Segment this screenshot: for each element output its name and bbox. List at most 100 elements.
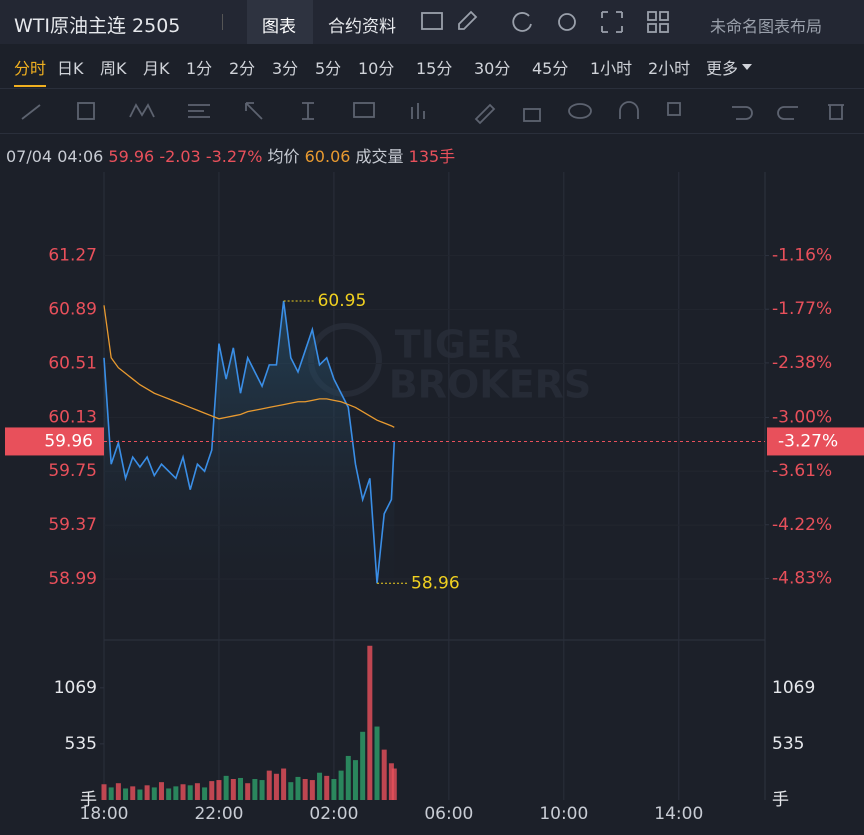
tool-pattern[interactable] bbox=[129, 103, 155, 118]
icon-settings[interactable] bbox=[558, 13, 576, 31]
watermark: TIGER bbox=[395, 323, 521, 367]
volume-bar bbox=[202, 787, 208, 800]
timeframe-bar: 分时 日K 周K 月K 1分 2分 3分 5分 10分 15分 30分 45分 1小时 2小时 更多 bbox=[0, 45, 864, 87]
annotation-label: 60.95 bbox=[318, 291, 367, 311]
tool-text[interactable] bbox=[302, 102, 314, 120]
volume-bar bbox=[108, 787, 114, 800]
divider bbox=[222, 14, 223, 30]
volume-tick-label: 1069 bbox=[54, 678, 97, 698]
icon-chart[interactable] bbox=[421, 12, 443, 30]
volume-bar bbox=[194, 783, 200, 800]
timeframe[interactable]: 45分 bbox=[532, 59, 569, 78]
volume-tick-label: 535 bbox=[772, 734, 804, 754]
timeframe[interactable]: 1小时 bbox=[590, 59, 633, 78]
volume-bar bbox=[123, 788, 129, 800]
y-tick-label: 60.89 bbox=[48, 300, 97, 320]
volume-bar bbox=[187, 785, 193, 800]
last-pct-badge bbox=[767, 427, 864, 456]
y2-tick-label: -3.61% bbox=[772, 461, 832, 481]
volume-bar bbox=[230, 779, 236, 800]
volume-bar bbox=[166, 788, 172, 800]
watermark: BROKERS bbox=[389, 363, 592, 407]
volume-bar bbox=[173, 786, 179, 800]
volume-bar bbox=[309, 780, 315, 800]
tab[interactable]: 合约资料 bbox=[328, 17, 396, 37]
volume-bar bbox=[360, 731, 366, 800]
avg-line bbox=[103, 305, 395, 428]
drawing-toolbar bbox=[0, 88, 864, 134]
volume-bar bbox=[317, 772, 323, 800]
timeframe[interactable]: 3分 bbox=[272, 59, 299, 78]
tool-fib[interactable] bbox=[188, 104, 210, 118]
x-tick-label: 18:00 bbox=[80, 804, 129, 824]
tool-rect[interactable] bbox=[77, 102, 95, 120]
volume-tick-label: 1069 bbox=[772, 678, 815, 698]
timeframe[interactable]: 10分 bbox=[358, 59, 395, 78]
volume-bar bbox=[151, 787, 157, 800]
timeframe[interactable]: 15分 bbox=[416, 59, 453, 78]
timeframe[interactable]: 分时 bbox=[14, 55, 47, 87]
volume-bar bbox=[381, 749, 387, 800]
header: WTI原油主连 2505 图表 合约资料 未命名图表布局 bbox=[0, 0, 864, 44]
tool-line[interactable] bbox=[21, 104, 41, 120]
icon-refresh[interactable] bbox=[512, 12, 532, 32]
x-tick-label: 02:00 bbox=[309, 804, 358, 824]
timeframe[interactable]: 5分 bbox=[315, 59, 342, 78]
volume-bar bbox=[367, 645, 373, 800]
y-tick-label: 61.27 bbox=[48, 246, 97, 266]
info-datetime: 07/04 04:06 bbox=[6, 147, 104, 166]
volume-bar bbox=[374, 726, 380, 800]
tool-arrow[interactable] bbox=[245, 102, 263, 120]
icon-layout[interactable] bbox=[647, 11, 657, 21]
info-price: 59.96 bbox=[108, 147, 155, 166]
y-tick-label: 59.75 bbox=[48, 461, 97, 481]
y2-tick-label: -4.83% bbox=[772, 568, 832, 588]
x-tick-label: 06:00 bbox=[424, 804, 473, 824]
icon-fullscreen[interactable] bbox=[601, 11, 623, 33]
tool-undo[interactable] bbox=[732, 106, 753, 120]
price-line bbox=[103, 300, 396, 584]
volume-bar bbox=[130, 786, 136, 800]
tool-magnet[interactable] bbox=[619, 101, 639, 119]
layout-name[interactable]: 未命名图表布局 bbox=[710, 17, 823, 36]
info-volume: 135手 bbox=[408, 147, 456, 166]
tool-redo[interactable] bbox=[777, 106, 798, 120]
volume-bar bbox=[144, 785, 150, 800]
timeframe[interactable]: 2小时 bbox=[648, 59, 691, 78]
info-avg: 60.06 bbox=[304, 147, 351, 166]
y2-tick-label: -3.00% bbox=[772, 407, 832, 427]
tool-delete[interactable] bbox=[828, 104, 844, 120]
volume-bar bbox=[338, 770, 344, 800]
timeframe[interactable]: 2分 bbox=[229, 59, 256, 78]
timeframe[interactable]: 周K bbox=[100, 59, 127, 78]
volume-bar bbox=[238, 777, 244, 800]
volume-bar bbox=[223, 775, 229, 800]
volume-bar bbox=[259, 780, 265, 800]
timeframe[interactable]: 30分 bbox=[474, 59, 511, 78]
volume-bar bbox=[158, 782, 164, 800]
tool-group[interactable] bbox=[667, 102, 681, 116]
more-caret[interactable] bbox=[741, 63, 753, 71]
tool-note[interactable] bbox=[353, 102, 375, 118]
x-tick-label: 14:00 bbox=[654, 804, 703, 824]
tab[interactable]: 图表 bbox=[262, 17, 296, 37]
tool-eye[interactable] bbox=[568, 103, 592, 119]
y2-tick-label: -1.77% bbox=[772, 299, 832, 319]
volume-tick-label: 535 bbox=[65, 734, 97, 754]
timeframe[interactable]: 月K bbox=[143, 59, 170, 78]
icon-edit[interactable] bbox=[458, 10, 478, 30]
timeframe[interactable]: 1分 bbox=[186, 59, 213, 78]
header-icons bbox=[421, 10, 669, 33]
tool-brush[interactable] bbox=[474, 103, 496, 125]
tool-measure[interactable] bbox=[411, 103, 425, 119]
timeframe[interactable]: 更多 bbox=[706, 59, 739, 78]
tool-lock[interactable] bbox=[523, 108, 541, 122]
volume-bar bbox=[302, 779, 308, 800]
timeframe[interactable]: 日K bbox=[57, 59, 84, 78]
volume-unit: 手 bbox=[80, 790, 97, 810]
volume-bar bbox=[266, 770, 272, 800]
y-tick-label: 59.37 bbox=[48, 515, 97, 535]
x-tick-label: 10:00 bbox=[539, 804, 588, 824]
